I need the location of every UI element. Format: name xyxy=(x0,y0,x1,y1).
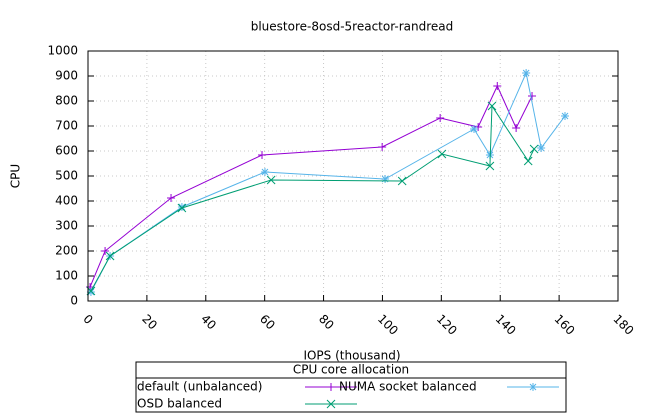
y-tick-label: 400 xyxy=(55,194,78,208)
marker xyxy=(522,69,531,77)
marker xyxy=(177,203,187,213)
marker xyxy=(537,144,546,152)
legend-label: NUMA socket balanced xyxy=(339,380,477,394)
chart-title: bluestore-8osd-5reactor-randread xyxy=(251,20,454,34)
marker xyxy=(485,161,495,171)
y-tick-label: 1000 xyxy=(47,44,78,58)
y-tick-label: 900 xyxy=(55,69,78,83)
marker xyxy=(101,247,110,255)
marker xyxy=(266,175,276,185)
legend-label: OSD balanced xyxy=(137,397,222,411)
legend-box xyxy=(135,361,567,413)
marker xyxy=(86,288,95,296)
plot-border xyxy=(87,50,619,302)
marker xyxy=(381,175,390,183)
y-tick-label: 500 xyxy=(55,169,78,183)
marker xyxy=(327,383,335,391)
y-tick-label: 300 xyxy=(55,219,78,233)
series-line xyxy=(90,104,535,292)
marker xyxy=(397,176,407,186)
y-tick-label: 700 xyxy=(55,119,78,133)
marker xyxy=(436,114,445,122)
marker xyxy=(105,251,115,261)
marker xyxy=(177,203,186,211)
marker xyxy=(512,124,521,132)
marker xyxy=(528,92,537,100)
marker xyxy=(529,144,539,154)
marker xyxy=(437,149,447,159)
marker xyxy=(493,82,502,90)
y-tick-label: 600 xyxy=(55,144,78,158)
x-axis-label: IOPS (thousand) xyxy=(303,349,400,363)
y-tick-label: 200 xyxy=(55,244,78,258)
marker xyxy=(260,168,269,176)
marker xyxy=(561,112,569,120)
marker xyxy=(523,156,533,166)
marker xyxy=(529,383,537,391)
marker xyxy=(167,194,176,202)
legend-label: default (unbalanced) xyxy=(137,380,262,394)
marker xyxy=(487,101,497,111)
marker xyxy=(326,399,336,409)
series-line xyxy=(89,84,533,288)
marker xyxy=(470,125,479,133)
y-tick-label: 100 xyxy=(55,269,78,283)
marker xyxy=(378,143,387,151)
legend-title: CPU core allocation xyxy=(293,363,409,377)
y-axis-label: CPU xyxy=(9,164,23,188)
y-tick-label: 0 xyxy=(70,294,78,308)
marker xyxy=(258,151,267,159)
y-tick-label: 800 xyxy=(55,94,78,108)
